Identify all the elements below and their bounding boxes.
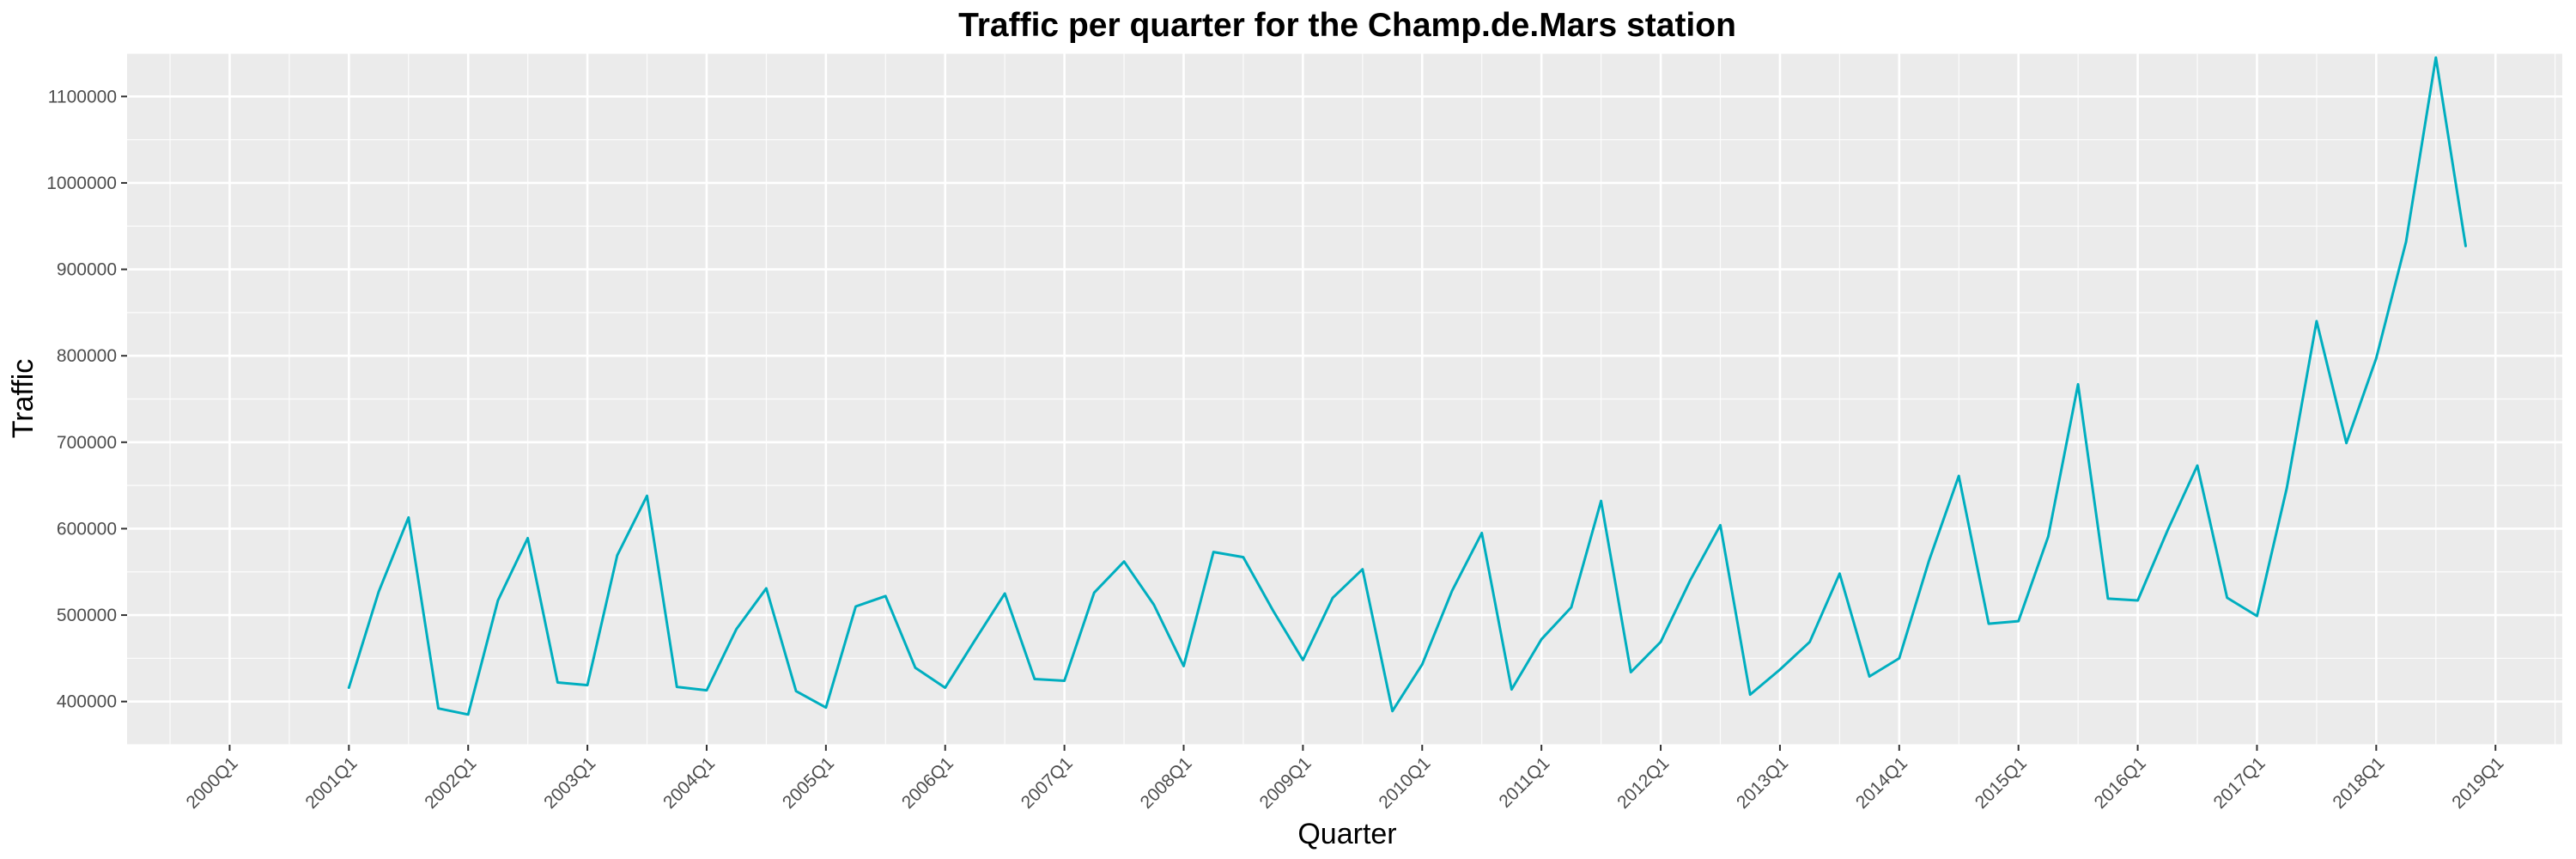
minor-gridlines: [127, 52, 2562, 746]
x-tick-label: 2016Q1: [2091, 753, 2150, 813]
chart-title: Traffic per quarter for the Champ.de.Mar…: [958, 7, 1736, 44]
x-tick-label: 2006Q1: [898, 753, 957, 813]
y-tick-label: 700000: [57, 433, 117, 453]
x-tick-label: 2014Q1: [1852, 753, 1911, 813]
x-tick-label: 2002Q1: [421, 753, 480, 813]
major-gridlines: [127, 53, 2562, 745]
x-tick-label: 2005Q1: [779, 753, 838, 813]
x-tick-label: 2019Q1: [2448, 753, 2507, 813]
x-tick-label: 2007Q1: [1018, 753, 1077, 813]
x-tick-label: 2000Q1: [183, 753, 242, 813]
x-tick-label: 2003Q1: [540, 753, 599, 813]
x-axis-ticks: 2000Q1 2001Q1 2002Q1 2003Q1 2004Q1 2005Q1 2006…: [183, 745, 2507, 813]
x-tick-label: 2010Q1: [1375, 753, 1434, 813]
x-tick-label: 2012Q1: [1613, 753, 1673, 813]
x-tick-label: 2001Q1: [301, 753, 361, 813]
x-tick-label: 2013Q1: [1733, 753, 1792, 813]
y-axis-title: Traffic: [7, 359, 39, 439]
x-tick-label: 2008Q1: [1137, 753, 1196, 813]
traffic-series-line: [347, 56, 2467, 716]
x-tick-label: 2018Q1: [2329, 753, 2388, 813]
y-tick-label: 400000: [57, 692, 117, 712]
x-tick-label: 2017Q1: [2210, 753, 2269, 813]
x-tick-label: 2011Q1: [1495, 753, 1553, 812]
y-tick-label: 900000: [57, 260, 117, 280]
y-tick-label: 500000: [57, 606, 117, 625]
x-tick-label: 2015Q1: [1971, 753, 2031, 813]
x-tick-label: 2009Q1: [1256, 753, 1315, 813]
y-axis-ticks: 400000 500000 600000 700000 800000 900000 1000…: [46, 87, 127, 712]
y-tick-label: 800000: [57, 346, 117, 366]
y-tick-label: 1000000: [46, 174, 117, 193]
x-axis-title: Quarter: [1297, 818, 1396, 850]
x-tick-label: 2004Q1: [659, 753, 719, 813]
y-tick-label: 600000: [57, 519, 117, 539]
y-tick-label: 1100000: [48, 87, 117, 107]
